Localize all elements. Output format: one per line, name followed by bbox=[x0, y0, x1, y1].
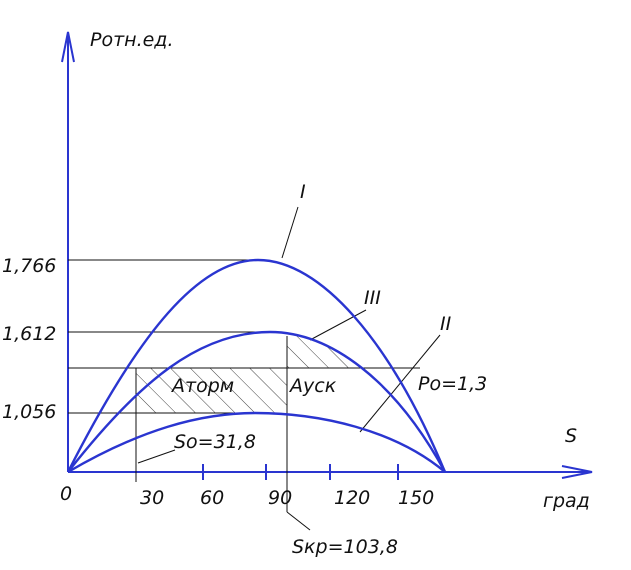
guide-lines bbox=[68, 206, 441, 531]
annotation: So=31,8 bbox=[174, 431, 256, 453]
y-label: Ротн.ед. bbox=[90, 29, 173, 51]
hatched-areas bbox=[136, 332, 387, 413]
y-tick-label: 1,612 bbox=[2, 323, 56, 345]
area-label: Аторм bbox=[170, 375, 234, 397]
x-tick-label: 120 bbox=[334, 487, 370, 509]
hatch-brake bbox=[136, 368, 287, 413]
x-tick-label: 60 bbox=[200, 487, 224, 509]
curve-label: I bbox=[300, 181, 306, 203]
x-tick-label: 150 bbox=[398, 487, 434, 509]
annotation: Sкр=103,8 bbox=[292, 536, 398, 558]
x-arrow bbox=[561, 465, 593, 479]
curve-iii bbox=[67, 330, 447, 473]
curve-label: III bbox=[364, 287, 381, 309]
x-tick-label: 30 bbox=[140, 487, 164, 509]
y-arrow bbox=[61, 31, 75, 63]
curve-ii bbox=[67, 411, 446, 474]
area-label: Ауск bbox=[288, 375, 337, 397]
x-unit: град bbox=[543, 490, 590, 512]
x-tick-label: 90 bbox=[268, 487, 292, 509]
x-label: S bbox=[565, 425, 577, 447]
y-tick-label: 1,766 bbox=[2, 255, 56, 277]
annotation: Ро=1,3 bbox=[418, 373, 487, 395]
y-tick-label: 1,056 bbox=[2, 401, 56, 423]
axes bbox=[61, 31, 593, 480]
origin-label: 0 bbox=[60, 483, 72, 505]
curve-i bbox=[66, 258, 447, 473]
x-tick-marks bbox=[202, 464, 399, 480]
curve-label: II bbox=[440, 313, 452, 335]
